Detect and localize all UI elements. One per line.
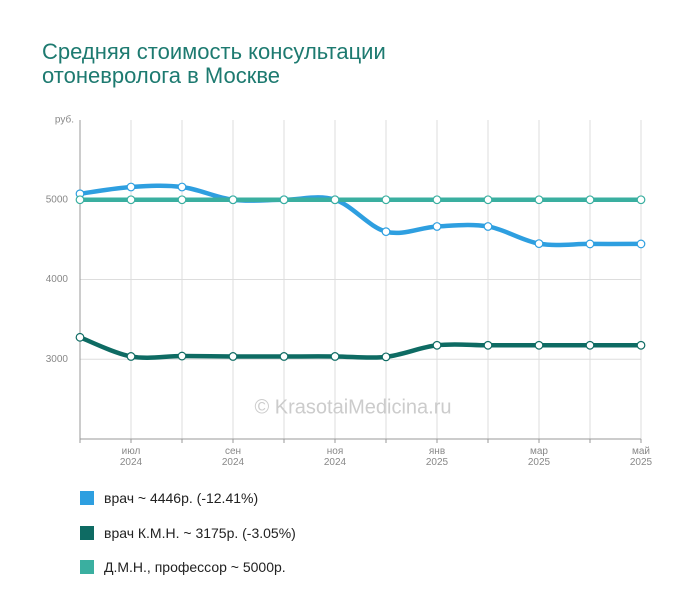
y-tick-label: 4000 [46,274,69,285]
data-point [75,195,85,205]
legend-label: врач К.М.Н. ~ 3175р. (-3.05%) [104,524,296,541]
data-point [585,239,595,249]
data-point [381,195,391,205]
legend-label: врач ~ 4446р. (-12.41%) [104,490,259,506]
data-point [126,352,136,361]
data-point [432,222,442,231]
x-tick-label: мар 2025 [527,446,551,468]
series-line [77,183,644,248]
x-tick-label: июл 2024 [119,446,143,468]
x-tick-label: ноя 2024 [323,446,347,468]
data-point [330,352,340,361]
y-tick-label: 3000 [46,354,69,365]
data-point [177,195,187,205]
data-point [75,332,85,342]
chart-title: Средняя стоимость консультации [42,39,386,64]
y-axis-label: руб. [55,114,74,126]
x-tick-label: сен 2024 [221,446,245,468]
data-point [636,239,646,249]
data-point [636,195,646,205]
data-point [534,239,544,249]
data-point [279,352,289,361]
data-point [432,340,442,350]
data-point [177,351,187,361]
legend-swatch [80,491,94,505]
data-point [381,352,391,362]
series-line [77,335,644,360]
data-point [483,340,493,350]
x-tick-label: янв 2025 [425,446,449,468]
data-point [585,195,595,205]
data-point [228,352,238,361]
data-point [483,195,493,205]
data-point [279,195,289,205]
x-tick-label: май 2025 [629,446,653,468]
legend-swatch [80,525,94,540]
data-point [228,195,238,205]
data-point [177,182,187,192]
watermark: © KrasotaiMedicina.ru [254,396,451,418]
data-point [126,182,136,192]
data-point [534,340,544,350]
data-point [126,195,136,205]
data-point [381,227,391,237]
y-tick-label: 5000 [46,194,69,205]
data-point [432,195,442,205]
data-point [330,195,340,205]
data-point [534,195,544,205]
legend-label: Д.М.Н., профессор ~ 5000р. [104,559,286,575]
chart-title: отоневролога в Москве [42,63,280,88]
data-point [585,340,595,350]
data-point [636,340,646,350]
legend-swatch [80,560,94,574]
data-point [483,222,493,231]
